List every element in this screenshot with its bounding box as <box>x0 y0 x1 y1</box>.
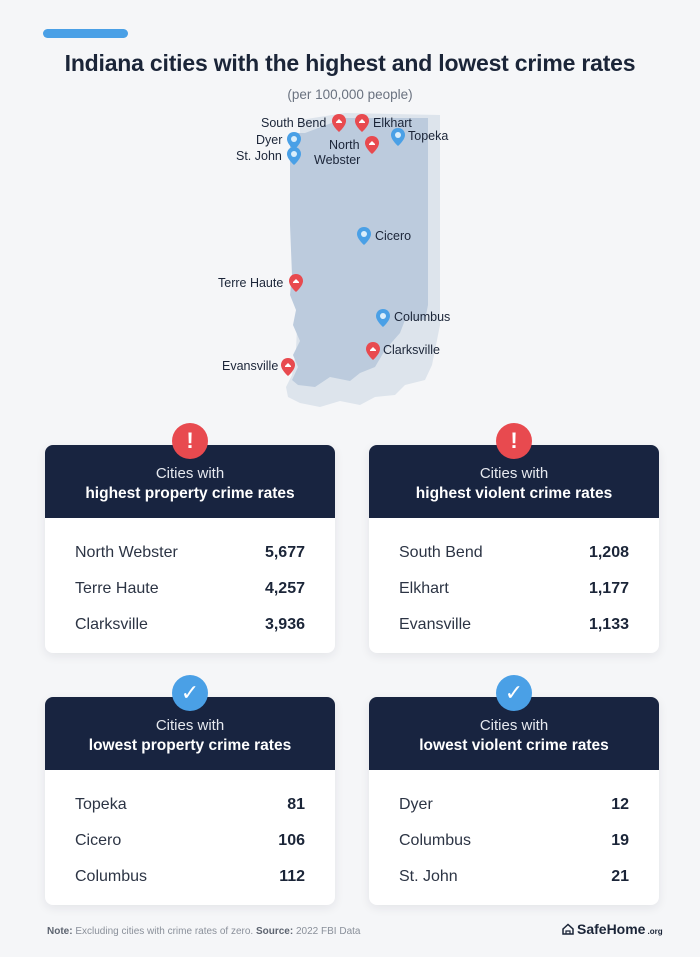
map-label-st-john: St. John <box>236 149 282 163</box>
card-rows: Dyer 12 Columbus 19 St. John 21 <box>369 770 659 895</box>
page-subtitle: (per 100,000 people) <box>287 87 413 102</box>
red-pin-icon <box>366 342 380 360</box>
indiana-map: South Bend Elkhart Dyer St. John North W… <box>200 105 500 415</box>
card-header-line2: highest violent crime rates <box>415 485 613 502</box>
red-pin-icon <box>355 114 369 132</box>
card-header-line1: Cities with <box>479 465 549 482</box>
city-name: South Bend <box>399 544 483 561</box>
card-header: Cities with lowest property crime rates <box>45 697 335 770</box>
map-label-clarksville: Clarksville <box>383 343 440 357</box>
card-lowest-violent-crime: ✓ Cities with lowest violent crime rates… <box>369 675 659 905</box>
crime-rate: 5,677 <box>264 544 305 561</box>
page-title: Indiana cities with the highest and lowe… <box>64 50 636 76</box>
map-label-north: North <box>329 138 360 152</box>
city-name: North Webster <box>75 544 178 561</box>
source-label: Source: <box>255 926 294 937</box>
check-icon: ✓ <box>496 675 532 711</box>
crime-rate: 1,133 <box>588 616 629 633</box>
city-name: Topeka <box>75 796 127 813</box>
crime-rate: 3,936 <box>264 616 305 633</box>
accent-bar <box>43 29 128 38</box>
card-highest-violent-crime: ! Cities with highest violent crime rate… <box>369 423 659 653</box>
crime-rate: 106 <box>278 832 305 849</box>
blue-pin-icon <box>287 147 301 165</box>
red-pin-icon <box>281 358 295 376</box>
map-label-terre-haute: Terre Haute <box>218 276 284 290</box>
card-header-line2: lowest violent crime rates <box>419 737 609 754</box>
safehome-logo: SafeHome .org <box>561 921 663 937</box>
list-item: Columbus 112 <box>75 859 305 895</box>
map-label-webster: Webster <box>314 153 361 167</box>
list-item: Cicero 106 <box>75 823 305 859</box>
list-item: North Webster 5,677 <box>75 535 305 571</box>
list-item: Terre Haute 4,257 <box>75 571 305 607</box>
city-name: Cicero <box>75 832 122 849</box>
card-rows: North Webster 5,677 Terre Haute 4,257 Clar… <box>45 518 335 643</box>
card-header-line1: Cities with <box>155 717 225 734</box>
card-rows: South Bend 1,208 Elkhart 1,177 Evansville 1… <box>369 518 659 643</box>
crime-rate: 4,257 <box>264 580 305 597</box>
list-item: Clarksville 3,936 <box>75 607 305 643</box>
list-item: Dyer 12 <box>399 787 629 823</box>
map-label-south-bend: South Bend <box>261 116 327 130</box>
alert-icon: ! <box>172 423 208 459</box>
note-text: Excluding cities with crime rates of zer… <box>72 926 256 937</box>
card-lowest-property-crime: ✓ Cities with lowest property crime rate… <box>45 675 335 905</box>
map-label-topeka: Topeka <box>408 129 449 143</box>
city-name: Dyer <box>399 796 433 813</box>
city-name: Columbus <box>75 868 148 885</box>
note-label: Note: <box>47 926 73 937</box>
logo-suffix: .org <box>647 926 663 936</box>
house-icon <box>562 923 574 935</box>
red-pin-icon <box>289 274 303 292</box>
blue-pin-icon <box>391 128 405 146</box>
card-header-line1: Cities with <box>479 717 549 734</box>
crime-rate: 21 <box>611 868 629 885</box>
city-name: Elkhart <box>399 580 449 597</box>
red-pin-icon <box>365 136 379 154</box>
crime-rate: 1,208 <box>588 544 629 561</box>
blue-pin-icon <box>357 227 371 245</box>
card-header-line1: Cities with <box>155 465 225 482</box>
map-label-elkhart: Elkhart <box>373 116 412 130</box>
card-header-line2: highest property crime rates <box>85 485 295 502</box>
card-header-line2: lowest property crime rates <box>88 737 292 754</box>
crime-rate: 12 <box>611 796 629 813</box>
city-name: Terre Haute <box>75 580 159 597</box>
map-label-evansville: Evansville <box>222 359 279 373</box>
blue-pin-icon <box>287 132 301 150</box>
card-highest-property-crime: ! Cities with highest property crime rat… <box>45 423 335 653</box>
list-item: South Bend 1,208 <box>399 535 629 571</box>
indiana-shape <box>286 113 440 407</box>
crime-rate: 19 <box>611 832 629 849</box>
card-rows: Topeka 81 Cicero 106 Columbus 112 <box>45 770 335 895</box>
list-item: Elkhart 1,177 <box>399 571 629 607</box>
crime-rate: 112 <box>279 868 305 885</box>
red-pin-icon <box>332 114 346 132</box>
source-text: 2022 FBI Data <box>293 926 361 937</box>
city-name: St. John <box>399 868 458 885</box>
list-item: Topeka 81 <box>75 787 305 823</box>
blue-pin-icon <box>376 309 390 327</box>
list-item: Evansville 1,133 <box>399 607 629 643</box>
city-name: Clarksville <box>75 616 148 633</box>
list-item: St. John 21 <box>399 859 629 895</box>
card-header: Cities with highest property crime rates <box>45 445 335 518</box>
check-icon: ✓ <box>172 675 208 711</box>
list-item: Columbus 19 <box>399 823 629 859</box>
crime-rate: 81 <box>287 796 305 813</box>
map-label-dyer: Dyer <box>256 133 283 147</box>
logo-text: SafeHome <box>577 921 646 937</box>
map-label-cicero: Cicero <box>375 229 412 243</box>
crime-rate: 1,177 <box>588 580 629 597</box>
footer-note: Note: Excluding cities with crime rates … <box>47 926 360 937</box>
city-name: Columbus <box>399 832 472 849</box>
map-label-columbus: Columbus <box>394 310 451 324</box>
alert-icon: ! <box>496 423 532 459</box>
city-name: Evansville <box>399 616 472 633</box>
